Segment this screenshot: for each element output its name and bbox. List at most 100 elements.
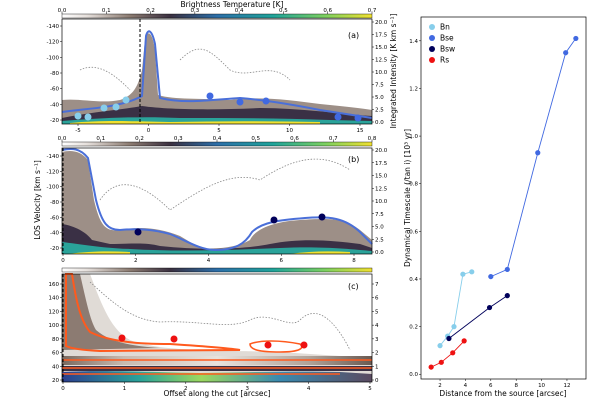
legend-label-bn: Bn [440, 23, 450, 32]
marker-rs [170, 335, 178, 343]
panel-a-y-tick-label: -100 [47, 55, 60, 61]
offset-label: Offset along the cut [arcsec] [163, 389, 270, 398]
top-cbar-tick-label: 0.1 [102, 8, 111, 14]
panel-b-r-tick-label: 5.0 [375, 225, 384, 231]
marker-rs [118, 334, 126, 342]
legend-marker-bn [429, 24, 435, 30]
series-line-rs [431, 340, 465, 368]
panel-b-y-ticks: -140 -120 -100 -80 -60 -40 -20 [47, 154, 62, 252]
panel-a-peak [70, 121, 320, 124]
data-point-bsw [486, 304, 493, 311]
panel-a: (a) -140 -120 -100 -80 -60 -40 -20 -5 0 5 10 15 20… [47, 14, 398, 134]
marker-rs [264, 341, 272, 349]
panel-b-letter: (b) [348, 155, 359, 164]
scatter-x-label: Distance from the source [arcsec] [439, 389, 566, 398]
legend-marker-bsw [429, 46, 435, 52]
panel-b-y-tick-label: -60 [50, 215, 59, 221]
panel-a-x-tick-label: 0 [147, 128, 151, 134]
panel-a-r-tick-label: 20.0 [375, 20, 388, 26]
panel-a-x-tick-label: 5 [217, 128, 221, 134]
panel-b-cbar-tick-label: 0.8 [368, 136, 377, 142]
panel-b-r-tick-label: 15.0 [375, 174, 388, 180]
top-colorbar-label: Brightness Temperature [K] [181, 0, 284, 9]
scatter-x-tick-label: 6 [489, 383, 493, 389]
panel-a-r-tick-label: 2.5 [375, 108, 384, 114]
scatter-series [428, 35, 579, 370]
panel-c-y-tick-label: 160 [49, 282, 60, 288]
panel-a-y-tick-label: -120 [47, 40, 60, 46]
panel-b-right-ticks: 20.0 17.5 15.0 12.5 10.0 7.5 5.0 2.5 0.0 [372, 148, 388, 256]
data-point-bn [451, 324, 457, 330]
top-colorbar-ticks: 0.0 0.1 0.2 0.3 0.4 0.5 0.6 0.7 [58, 8, 377, 14]
data-point-bse [573, 35, 579, 42]
panel-b-r-tick-label: 0.0 [375, 250, 384, 256]
panel-c-x-tick-label: 2 [184, 386, 188, 392]
data-point-rs [438, 359, 444, 365]
panel-c-r-tick-label: 4 [375, 323, 379, 329]
scatter-y-tick-label: 0.0 [409, 372, 418, 378]
panel-a-y-tick-label: -40 [50, 102, 59, 108]
panel-c-r-tick-label: 0 [375, 378, 379, 384]
scatter-y-ticks: 0.0 0.2 0.4 0.6 0.8 1.0 1.2 1.4 [409, 39, 421, 378]
panel-c-red-contour-island [249, 340, 303, 353]
top-cbar-tick-label: 0.0 [58, 8, 67, 14]
scatter-frame [420, 16, 587, 380]
panel-a-right-ticks: 20.0 17.5 15.0 12.5 10.0 7.5 5.0 2.5 0.0 [372, 20, 388, 126]
timescale-scatter-plot: 0.00.20.40.60.81.01.21.4 2 4 6 8 10 12 BnBseB… [403, 16, 587, 398]
panel-c-y-tick-label: 80 [52, 337, 59, 343]
panel-c-y-tick-label: 60 [52, 351, 59, 357]
panel-c-y-tick-label: 140 [49, 296, 60, 302]
scatter-y-tick-label: 1.2 [409, 86, 418, 92]
panel-b-y-tick-label: -20 [50, 246, 59, 252]
panel-a-x-ticks: -5 0 5 10 15 [75, 124, 364, 134]
marker-bse [354, 114, 362, 122]
panel-b-r-tick-label: 10.0 [375, 199, 388, 205]
panel-c-y-tick-label: 120 [49, 309, 60, 315]
legend-marker-bse [429, 35, 435, 41]
panel-c-red-contour-upper [65, 273, 241, 353]
panel-b-r-tick-label: 7.5 [375, 212, 384, 218]
top-cbar-tick-label: 0.4 [235, 8, 244, 14]
data-point-rs [450, 350, 456, 356]
panel-a-intensity-curve [79, 48, 291, 91]
scatter-y-tick-label: 0.4 [409, 277, 418, 283]
panel-c-x-tick-label: 5 [368, 386, 372, 392]
marker-bsw [134, 228, 142, 236]
legend-label-bse: Bse [440, 34, 454, 43]
panel-b-r-tick-label: 12.5 [375, 186, 388, 192]
marker-bsw [270, 216, 278, 224]
panel-b-cbar-tick-label: 0.7 [329, 136, 338, 142]
scatter-x-tick-label: 8 [514, 383, 518, 389]
panel-c-x-ticks: 0 1 2 3 4 5 [61, 382, 372, 392]
legend-label-bsw: Bsw [440, 45, 455, 54]
data-point-rs [461, 338, 467, 344]
top-colorbar-bar [61, 13, 373, 19]
panel-a-r-tick-label: 5.0 [375, 95, 384, 101]
marker-bse [206, 92, 214, 100]
panel-c-r-tick-label: 7 [375, 282, 379, 288]
panel-a-r-tick-label: 12.5 [375, 58, 388, 64]
panel-b-emission [62, 150, 372, 254]
panel-c-y-tick-label: 20 [52, 378, 59, 384]
legend-marker-rs [429, 57, 435, 63]
panel-b-cbar-ticks: 0.0 0.1 0.2 0.3 0.4 0.5 0.6 0.7 0.8 [58, 136, 377, 142]
panel-c-frame [61, 273, 373, 383]
panel-c-red-contour-bands [62, 359, 372, 375]
panel-a-markers [74, 92, 362, 122]
panel-b-r-tick-label: 2.5 [375, 237, 384, 243]
panel-b-cbar-tick-label: 0.4 [213, 136, 222, 142]
data-point-bn [460, 271, 466, 277]
data-point-bsw [446, 335, 452, 342]
panel-a-letter: (a) [348, 31, 359, 40]
marker-bn [122, 96, 130, 104]
marker-bn [100, 104, 108, 112]
panel-c-r-tick-label: 3 [375, 337, 379, 343]
panel-a-frame [61, 18, 373, 125]
panel-c-right-ticks: 7 6 5 4 3 2 1 0 [372, 282, 379, 384]
panel-a-r-tick-label: 10.0 [375, 70, 388, 76]
panel-b: (b) -140 -120 -100 -80 -60 -40 -20 0 2 4 6 8 20.0 1… [47, 136, 388, 264]
panel-c-colorbar [61, 267, 373, 273]
panel-b-cbar-tick-label: 0.6 [290, 136, 299, 142]
